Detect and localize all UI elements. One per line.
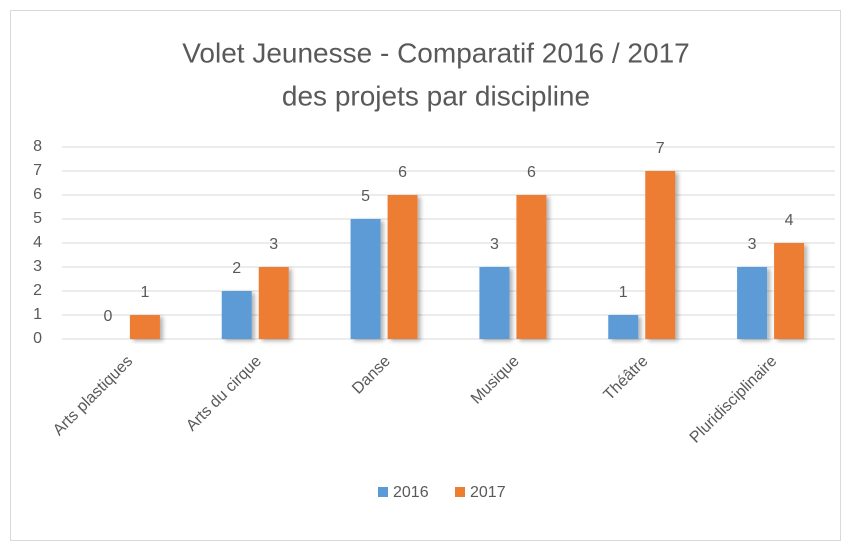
bar xyxy=(645,171,676,339)
y-tick-label: 8 xyxy=(33,138,42,155)
bar xyxy=(129,315,160,339)
y-tick-label: 6 xyxy=(33,186,42,203)
data-label: 7 xyxy=(656,140,665,157)
chart-title: des projets par discipline xyxy=(282,80,590,111)
data-label: 4 xyxy=(785,212,794,229)
y-tick-label: 1 xyxy=(33,306,42,323)
bar xyxy=(258,267,289,339)
chart-title: Volet Jeunesse - Comparatif 2016 / 2017 xyxy=(182,37,689,68)
bar xyxy=(608,315,639,339)
data-label: 3 xyxy=(748,236,757,253)
y-tick-label: 4 xyxy=(33,234,42,251)
legend-swatch xyxy=(378,487,388,497)
chart-border xyxy=(10,10,841,541)
legend-label: 2016 xyxy=(393,484,429,501)
data-label: 6 xyxy=(398,164,407,181)
data-label: 2 xyxy=(232,260,241,277)
data-label: 0 xyxy=(103,308,112,325)
legend-swatch xyxy=(455,487,465,497)
bar xyxy=(221,291,252,339)
bar xyxy=(387,195,418,339)
data-label: 3 xyxy=(490,236,499,253)
bar xyxy=(479,267,510,339)
data-label: 6 xyxy=(527,164,536,181)
bar xyxy=(737,267,768,339)
data-label: 1 xyxy=(140,284,149,301)
data-label: 3 xyxy=(269,236,278,253)
y-tick-label: 3 xyxy=(33,258,42,275)
bar xyxy=(774,243,805,339)
y-tick-label: 5 xyxy=(33,210,42,227)
y-tick-label: 0 xyxy=(33,330,42,347)
y-tick-label: 2 xyxy=(33,282,42,299)
data-label: 5 xyxy=(361,188,370,205)
bar xyxy=(350,219,381,339)
legend-label: 2017 xyxy=(470,484,506,501)
bar xyxy=(516,195,547,339)
y-tick-label: 7 xyxy=(33,162,42,179)
data-label: 1 xyxy=(619,284,628,301)
